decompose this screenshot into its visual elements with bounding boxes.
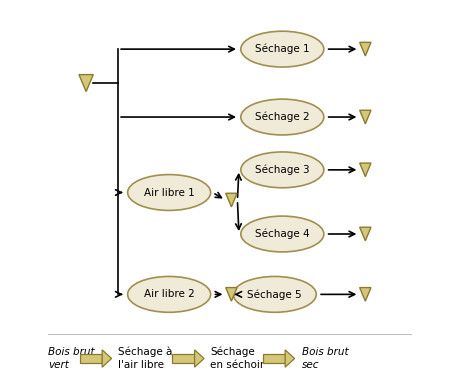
Text: Bois brut: Bois brut (302, 347, 349, 357)
Text: Air libre 1: Air libre 1 (144, 187, 195, 198)
Polygon shape (226, 193, 237, 207)
Text: Bois brut: Bois brut (48, 347, 95, 357)
Text: Séchage 1: Séchage 1 (255, 44, 310, 54)
Text: Séchage 5: Séchage 5 (247, 289, 302, 300)
Polygon shape (79, 75, 93, 92)
Text: vert: vert (48, 360, 69, 370)
Text: sec: sec (302, 360, 320, 370)
Polygon shape (360, 110, 371, 124)
Polygon shape (360, 42, 371, 56)
Ellipse shape (241, 31, 324, 67)
Polygon shape (360, 288, 371, 301)
Text: Séchage 3: Séchage 3 (255, 165, 310, 175)
Ellipse shape (241, 216, 324, 252)
FancyBboxPatch shape (172, 354, 195, 363)
Text: Air libre 2: Air libre 2 (144, 290, 195, 300)
Polygon shape (226, 288, 237, 301)
Ellipse shape (241, 152, 324, 188)
Text: l'air libre: l'air libre (118, 360, 164, 370)
Ellipse shape (128, 174, 211, 211)
Text: Séchage 4: Séchage 4 (255, 229, 310, 239)
Ellipse shape (241, 99, 324, 135)
Text: Séchage: Séchage (210, 346, 255, 357)
Text: en séchoir: en séchoir (210, 360, 264, 370)
Polygon shape (360, 163, 371, 177)
Ellipse shape (233, 276, 316, 312)
Polygon shape (285, 350, 295, 367)
FancyBboxPatch shape (263, 354, 285, 363)
Polygon shape (195, 350, 204, 367)
Polygon shape (102, 350, 112, 367)
Text: Séchage 2: Séchage 2 (255, 112, 310, 122)
FancyBboxPatch shape (79, 354, 102, 363)
Text: Séchage à: Séchage à (118, 346, 173, 357)
Polygon shape (360, 227, 371, 241)
Ellipse shape (128, 276, 211, 312)
